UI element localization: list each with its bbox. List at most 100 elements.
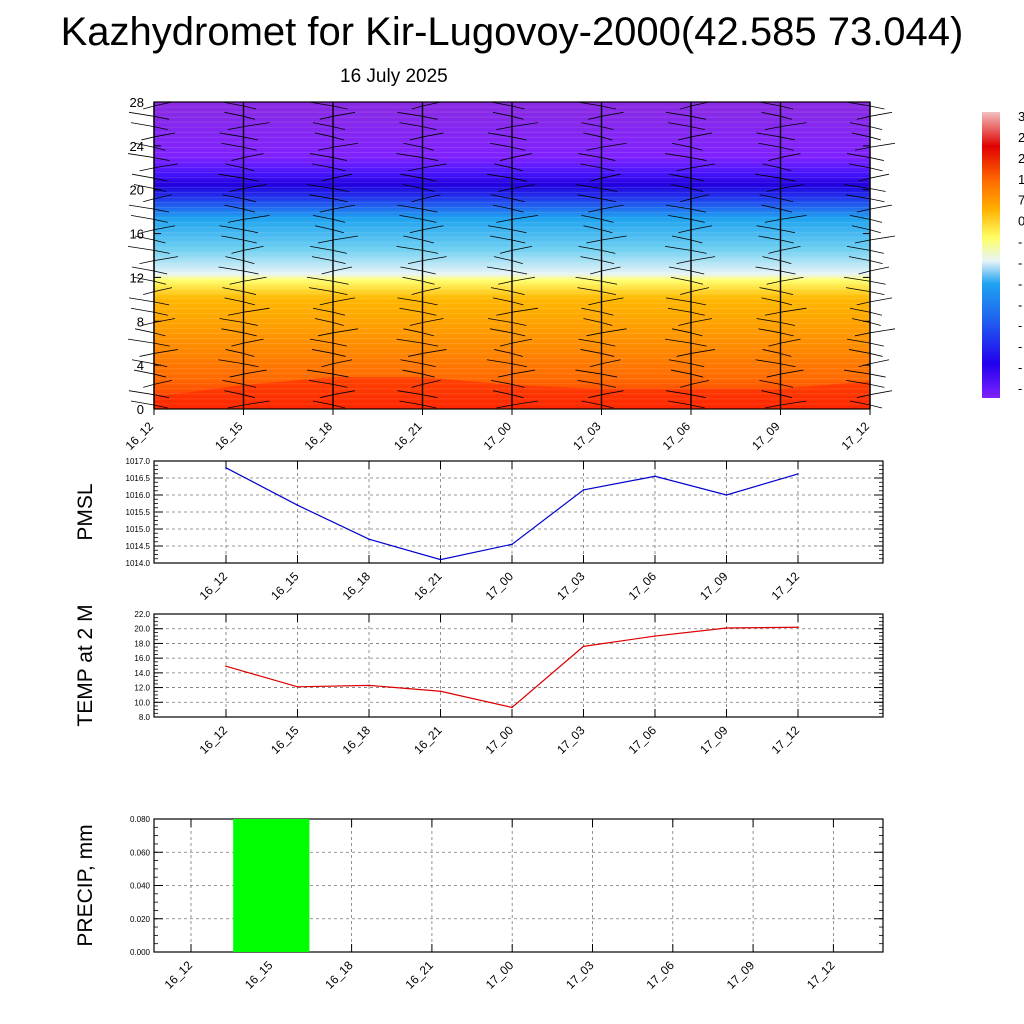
wind-barb [243, 167, 255, 172]
wind-barb [219, 318, 244, 323]
wind-barb [411, 198, 423, 203]
wind-barb [222, 379, 244, 385]
wind-barb [219, 132, 244, 138]
wind-barb [222, 194, 244, 200]
wind-barb [780, 167, 792, 172]
wind-barb [422, 188, 435, 192]
wind-barb [243, 332, 257, 337]
wind-barb [851, 132, 871, 138]
wind-barb [153, 332, 166, 337]
wind-barb [577, 379, 602, 385]
x-tick-label: 16_15 [268, 569, 302, 603]
wind-barb [499, 249, 513, 254]
x-tick-label: 16_21 [391, 419, 425, 453]
wind-barb [601, 188, 618, 192]
wind-barb [851, 318, 871, 323]
wind-barb [496, 219, 513, 223]
wind-barb [153, 270, 168, 275]
x-tick-label: 17_09 [697, 569, 731, 603]
wind-barb [780, 229, 795, 234]
wind-barb [498, 280, 513, 285]
wind-barb [761, 297, 781, 303]
wind-barb [496, 311, 513, 316]
precip-panel: 0.000 0.020 0.040 0.060 0.080 16_12 16_15 16_18… [74, 815, 884, 992]
data-point [725, 627, 728, 629]
wind-barb [231, 157, 244, 161]
wind-barb [676, 353, 692, 357]
wind-barb [766, 188, 781, 192]
wind-barb [399, 122, 423, 128]
wind-barb [511, 338, 533, 344]
wind-barb [332, 173, 353, 179]
wind-barb [243, 184, 267, 189]
wind-barb [511, 115, 524, 120]
y-tick-label: 0.060 [130, 848, 151, 857]
wind-barb [128, 111, 155, 117]
wind-barb [601, 328, 627, 334]
colorbar-label: 3 [1018, 109, 1024, 124]
data-point [582, 489, 585, 491]
colorbar-label: 7 [1018, 193, 1024, 208]
wind-barb [321, 270, 334, 275]
wind-barb [690, 115, 707, 120]
wind-barb [586, 332, 602, 337]
wind-barb [128, 390, 155, 396]
wind-barb [764, 126, 781, 131]
wind-barb [231, 249, 244, 254]
wind-barb [869, 235, 896, 241]
wind-barb [243, 400, 270, 406]
wind-barb [854, 239, 871, 244]
precip-bar [233, 819, 310, 952]
wind-barb [422, 219, 437, 223]
wind-barb [332, 390, 356, 396]
wind-barb [153, 349, 179, 354]
wind-barb [780, 146, 794, 151]
wind-barb [601, 126, 614, 131]
wind-barb [511, 167, 523, 172]
x-tick-label: 16_18 [340, 569, 374, 603]
wind-barb [153, 287, 173, 292]
y-axis-title: PMSL [74, 483, 97, 540]
wind-barb [761, 204, 781, 210]
wind-barb [422, 379, 441, 385]
wind-barb-column [306, 101, 359, 409]
wind-barb [601, 404, 614, 409]
panel-frame [153, 613, 884, 718]
wind-barb [141, 136, 155, 141]
wind-barb [601, 249, 616, 254]
wind-barb [869, 297, 893, 303]
wind-barb [869, 126, 883, 131]
y-tick-label: 1016.5 [126, 474, 151, 483]
wind-barb [153, 157, 170, 161]
wind-barb [332, 204, 356, 210]
colorbar: 3 2 2 1 7 0 - - - - - - - - [982, 109, 1024, 398]
wind-barb [243, 177, 259, 182]
wind-barb [243, 394, 256, 399]
wind-barb [586, 146, 602, 151]
wind-barb [490, 101, 513, 107]
wind-barb [221, 235, 244, 241]
wind-barb [854, 332, 871, 337]
wind-barb [780, 332, 794, 337]
wind-barb [670, 369, 692, 375]
wind-barb [332, 383, 348, 388]
wind-barb [601, 383, 616, 388]
wind-barb [780, 136, 795, 141]
wind-barb [219, 225, 244, 231]
wind-barb [511, 363, 528, 368]
wind-barb [127, 245, 155, 251]
wind-barb [690, 379, 710, 385]
wind-barb [319, 115, 334, 120]
wind-barb [332, 167, 346, 172]
y-tick-label: 8 [137, 314, 144, 329]
x-tick-label: 16_12 [162, 958, 196, 992]
wind-barb [849, 400, 871, 406]
data-point [654, 475, 656, 478]
y-tick-label: 16 [130, 227, 144, 242]
wind-barb [690, 126, 705, 131]
wind-barb [869, 188, 886, 192]
wind-barb [667, 122, 692, 128]
wind-barb [780, 363, 796, 368]
wind-barb [664, 338, 692, 344]
wind-barb [668, 266, 692, 272]
